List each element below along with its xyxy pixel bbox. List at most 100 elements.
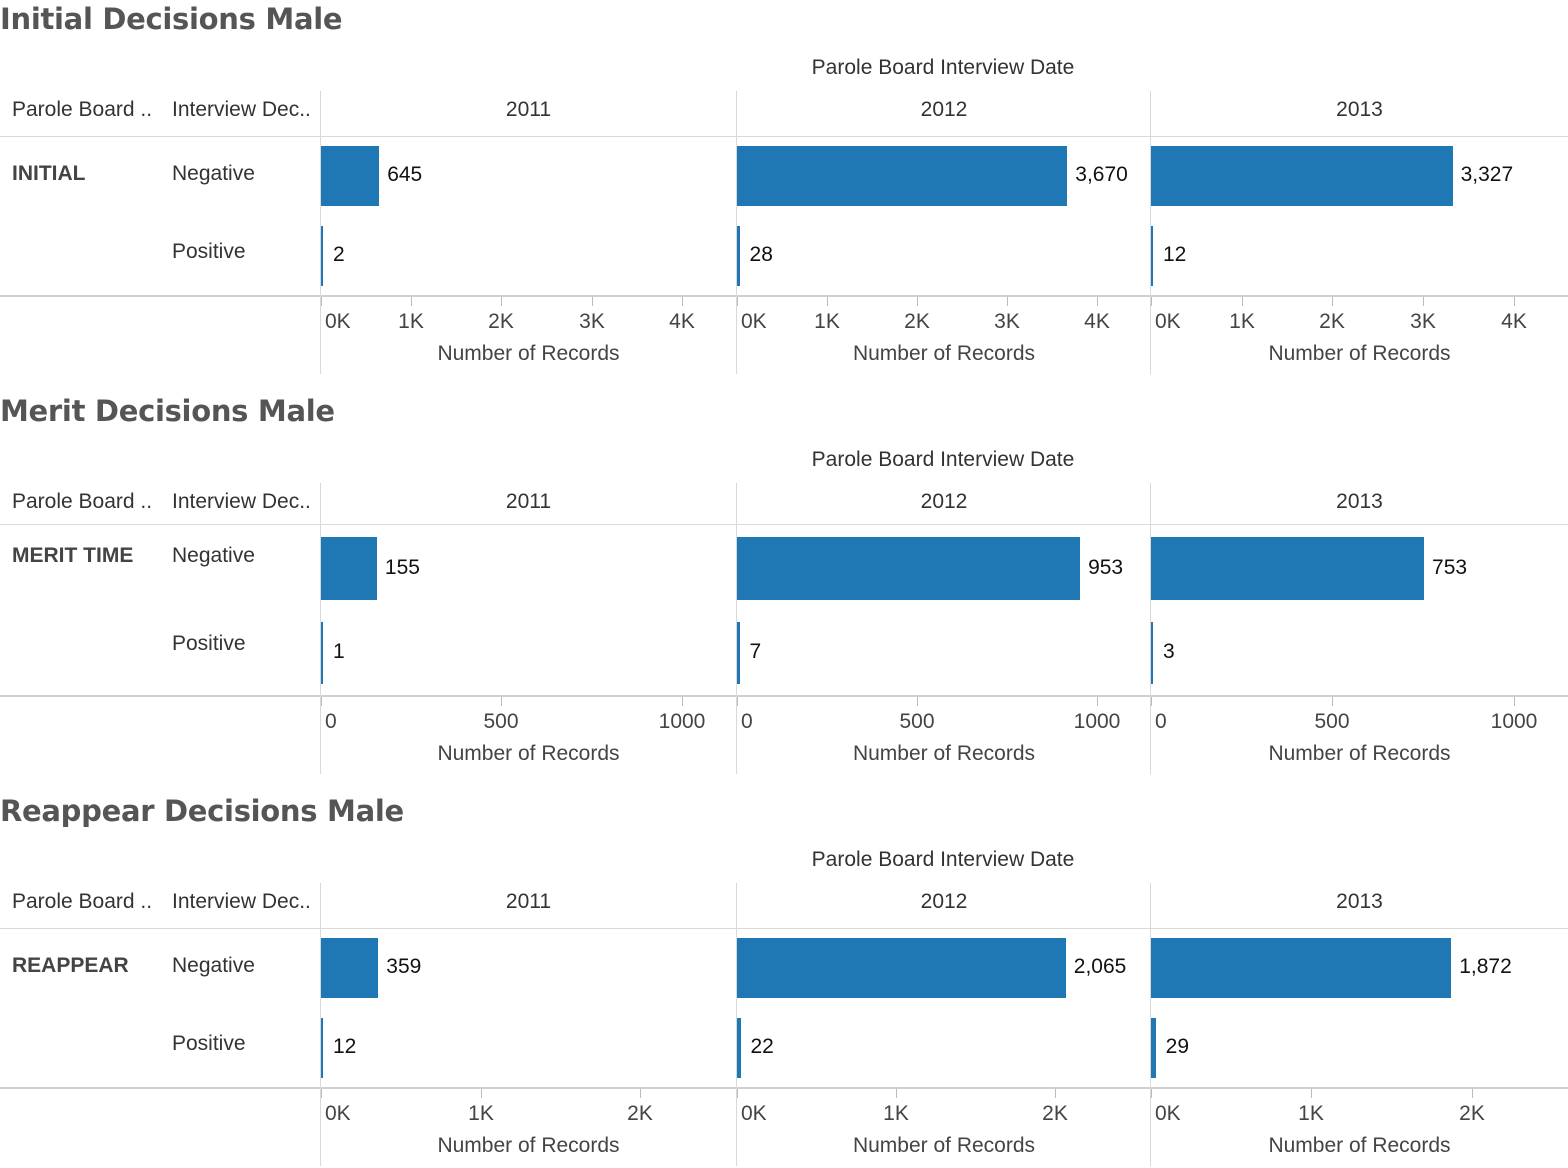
category-label-negative: Negative	[172, 544, 255, 567]
row-header-interview-decision: Interview Dec..	[172, 490, 311, 513]
axis-tick	[1055, 1089, 1056, 1098]
bar-negative[interactable]	[321, 938, 379, 998]
group-label: REAPPEAR	[12, 954, 129, 977]
bar-positive[interactable]	[737, 226, 740, 286]
bar-negative[interactable]	[1151, 537, 1425, 600]
axis-tick-label: 1K	[814, 310, 840, 333]
chart-title: Initial Decisions Male	[0, 2, 343, 36]
axis-tick	[1311, 1089, 1312, 1098]
panel-divider	[736, 91, 737, 374]
row-header-interview-decision: Interview Dec..	[172, 890, 311, 913]
bar-negative[interactable]	[1151, 146, 1453, 206]
axis-tick-label: 2K	[1319, 310, 1345, 333]
axis-tick	[737, 297, 738, 306]
panel-divider	[1150, 883, 1151, 1166]
axis-tick	[1151, 1089, 1152, 1098]
axis-tick	[1472, 1089, 1473, 1098]
axis-tick	[1007, 297, 1008, 306]
panel-divider	[320, 91, 321, 374]
category-label-positive: Positive	[172, 240, 246, 263]
bar-negative[interactable]	[321, 537, 377, 600]
axis-tick-label: 1000	[1073, 710, 1121, 733]
axis-tick-label: 3K	[1410, 310, 1436, 333]
bar-positive[interactable]	[737, 622, 740, 684]
axis-tick-label: 4K	[669, 310, 695, 333]
bar-value-label: 7	[749, 640, 762, 663]
year-header: 2013	[1336, 890, 1383, 913]
x-axis-title: Number of Records	[1268, 342, 1451, 365]
axis-tick	[682, 697, 683, 706]
axis-tick	[321, 297, 322, 306]
axis-tick-label: 1000	[658, 710, 706, 733]
row-header-parole-board: Parole Board ..	[12, 490, 153, 513]
bar-value-label: 3,327	[1460, 163, 1514, 186]
axis-tick-label: 1K	[883, 1102, 909, 1125]
header-divider	[0, 928, 1568, 929]
axis-tick	[917, 697, 918, 706]
axis-tick	[592, 297, 593, 306]
axis-tick	[1332, 297, 1333, 306]
axis-divider	[0, 1087, 1568, 1089]
x-axis-title: Number of Records	[852, 742, 1036, 765]
bar-negative[interactable]	[737, 537, 1081, 600]
bar-negative[interactable]	[737, 938, 1066, 998]
axis-tick	[737, 1089, 738, 1098]
chart-section: Reappear Decisions Male Parole Board Inte…	[0, 792, 1568, 1168]
bar-negative[interactable]	[321, 146, 380, 206]
category-label-positive: Positive	[172, 1032, 246, 1055]
chart-title: Merit Decisions Male	[0, 394, 335, 428]
bar-value-label: 22	[750, 1035, 774, 1058]
chart-section: Merit Decisions Male Parole Board Intervi…	[0, 392, 1568, 776]
year-header: 2011	[505, 98, 552, 121]
bar-value-label: 12	[1163, 243, 1187, 266]
axis-tick	[1514, 697, 1515, 706]
year-header: 2011	[505, 890, 552, 913]
axis-tick-label: 0K	[741, 310, 767, 333]
axis-tick-label: 3K	[579, 310, 605, 333]
bar-positive[interactable]	[321, 1018, 323, 1078]
category-label-negative: Negative	[172, 954, 255, 977]
axis-tick	[321, 697, 322, 706]
bar-positive[interactable]	[321, 622, 323, 684]
axis-tick	[1332, 697, 1333, 706]
bar-value-label: 3,670	[1075, 163, 1128, 186]
category-label-negative: Negative	[172, 162, 255, 185]
bar-value-label: 2	[333, 243, 345, 266]
axis-tick	[1151, 697, 1152, 706]
axis-tick	[917, 297, 918, 306]
axis-tick-label: 4K	[1084, 310, 1110, 333]
axis-tick	[1097, 697, 1098, 706]
group-label: INITIAL	[12, 162, 86, 185]
column-header: Parole Board Interview Date	[811, 56, 1075, 79]
bar-positive[interactable]	[737, 1018, 741, 1078]
axis-tick	[501, 697, 502, 706]
bar-positive[interactable]	[1151, 1018, 1156, 1078]
axis-divider	[0, 295, 1568, 297]
axis-tick-label: 1K	[398, 310, 424, 333]
bar-value-label: 753	[1432, 555, 1468, 579]
bar-negative[interactable]	[737, 146, 1068, 206]
row-header-interview-decision: Interview Dec..	[172, 98, 311, 121]
bar-value-label: 29	[1165, 1035, 1189, 1058]
axis-divider	[0, 695, 1568, 697]
year-header: 2012	[920, 890, 968, 913]
bar-value-label: 359	[386, 955, 422, 978]
axis-tick	[1097, 297, 1098, 306]
year-header: 2013	[1336, 98, 1383, 121]
axis-tick	[1242, 297, 1243, 306]
bar-positive[interactable]	[1151, 622, 1153, 684]
bar-positive[interactable]	[1151, 226, 1153, 286]
year-header: 2012	[920, 490, 968, 513]
bar-positive[interactable]	[321, 226, 323, 286]
group-label: MERIT TIME	[12, 544, 134, 567]
column-header: Parole Board Interview Date	[811, 848, 1075, 871]
year-header: 2013	[1336, 490, 1383, 513]
x-axis-title: Number of Records	[852, 342, 1036, 365]
x-axis-title: Number of Records	[1268, 742, 1451, 765]
axis-tick	[481, 1089, 482, 1098]
axis-tick-label: 0K	[1155, 1102, 1181, 1125]
bar-negative[interactable]	[1151, 938, 1452, 998]
panel-divider	[320, 883, 321, 1166]
axis-tick-label: 0K	[325, 310, 351, 333]
x-axis-title: Number of Records	[437, 1134, 620, 1157]
